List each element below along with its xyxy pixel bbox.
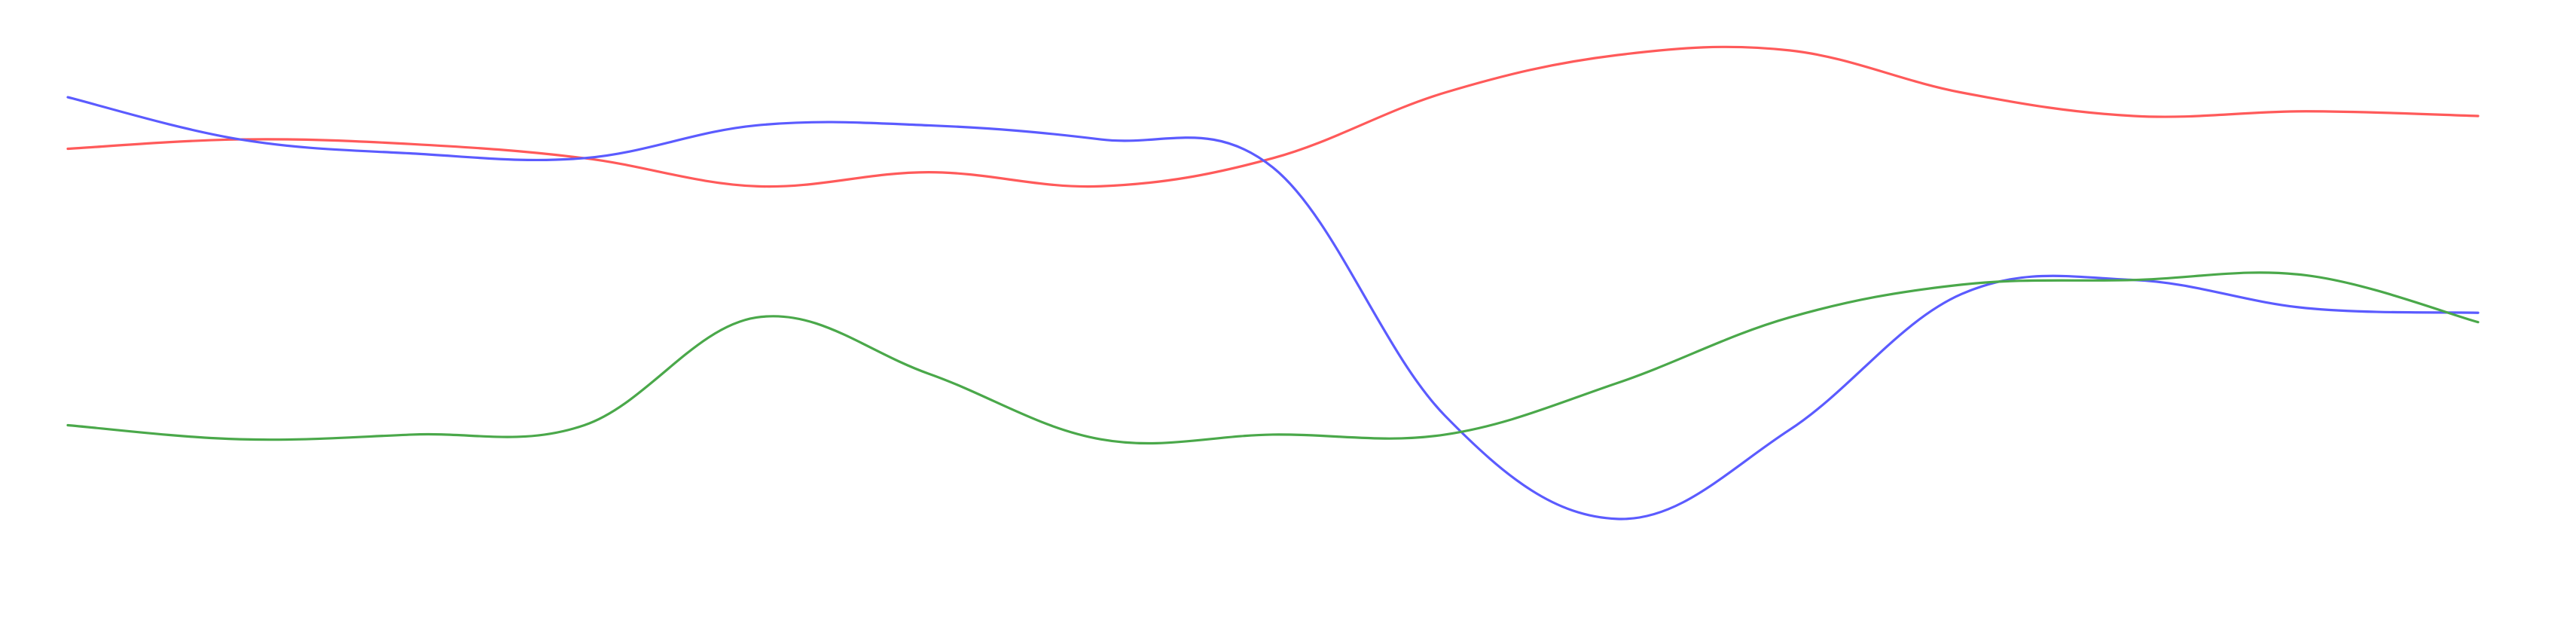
series-line-1 bbox=[66, 45, 2480, 188]
series-line-2 bbox=[66, 96, 2480, 521]
series-line-3 bbox=[66, 271, 2480, 445]
plot-area bbox=[66, 45, 2480, 521]
